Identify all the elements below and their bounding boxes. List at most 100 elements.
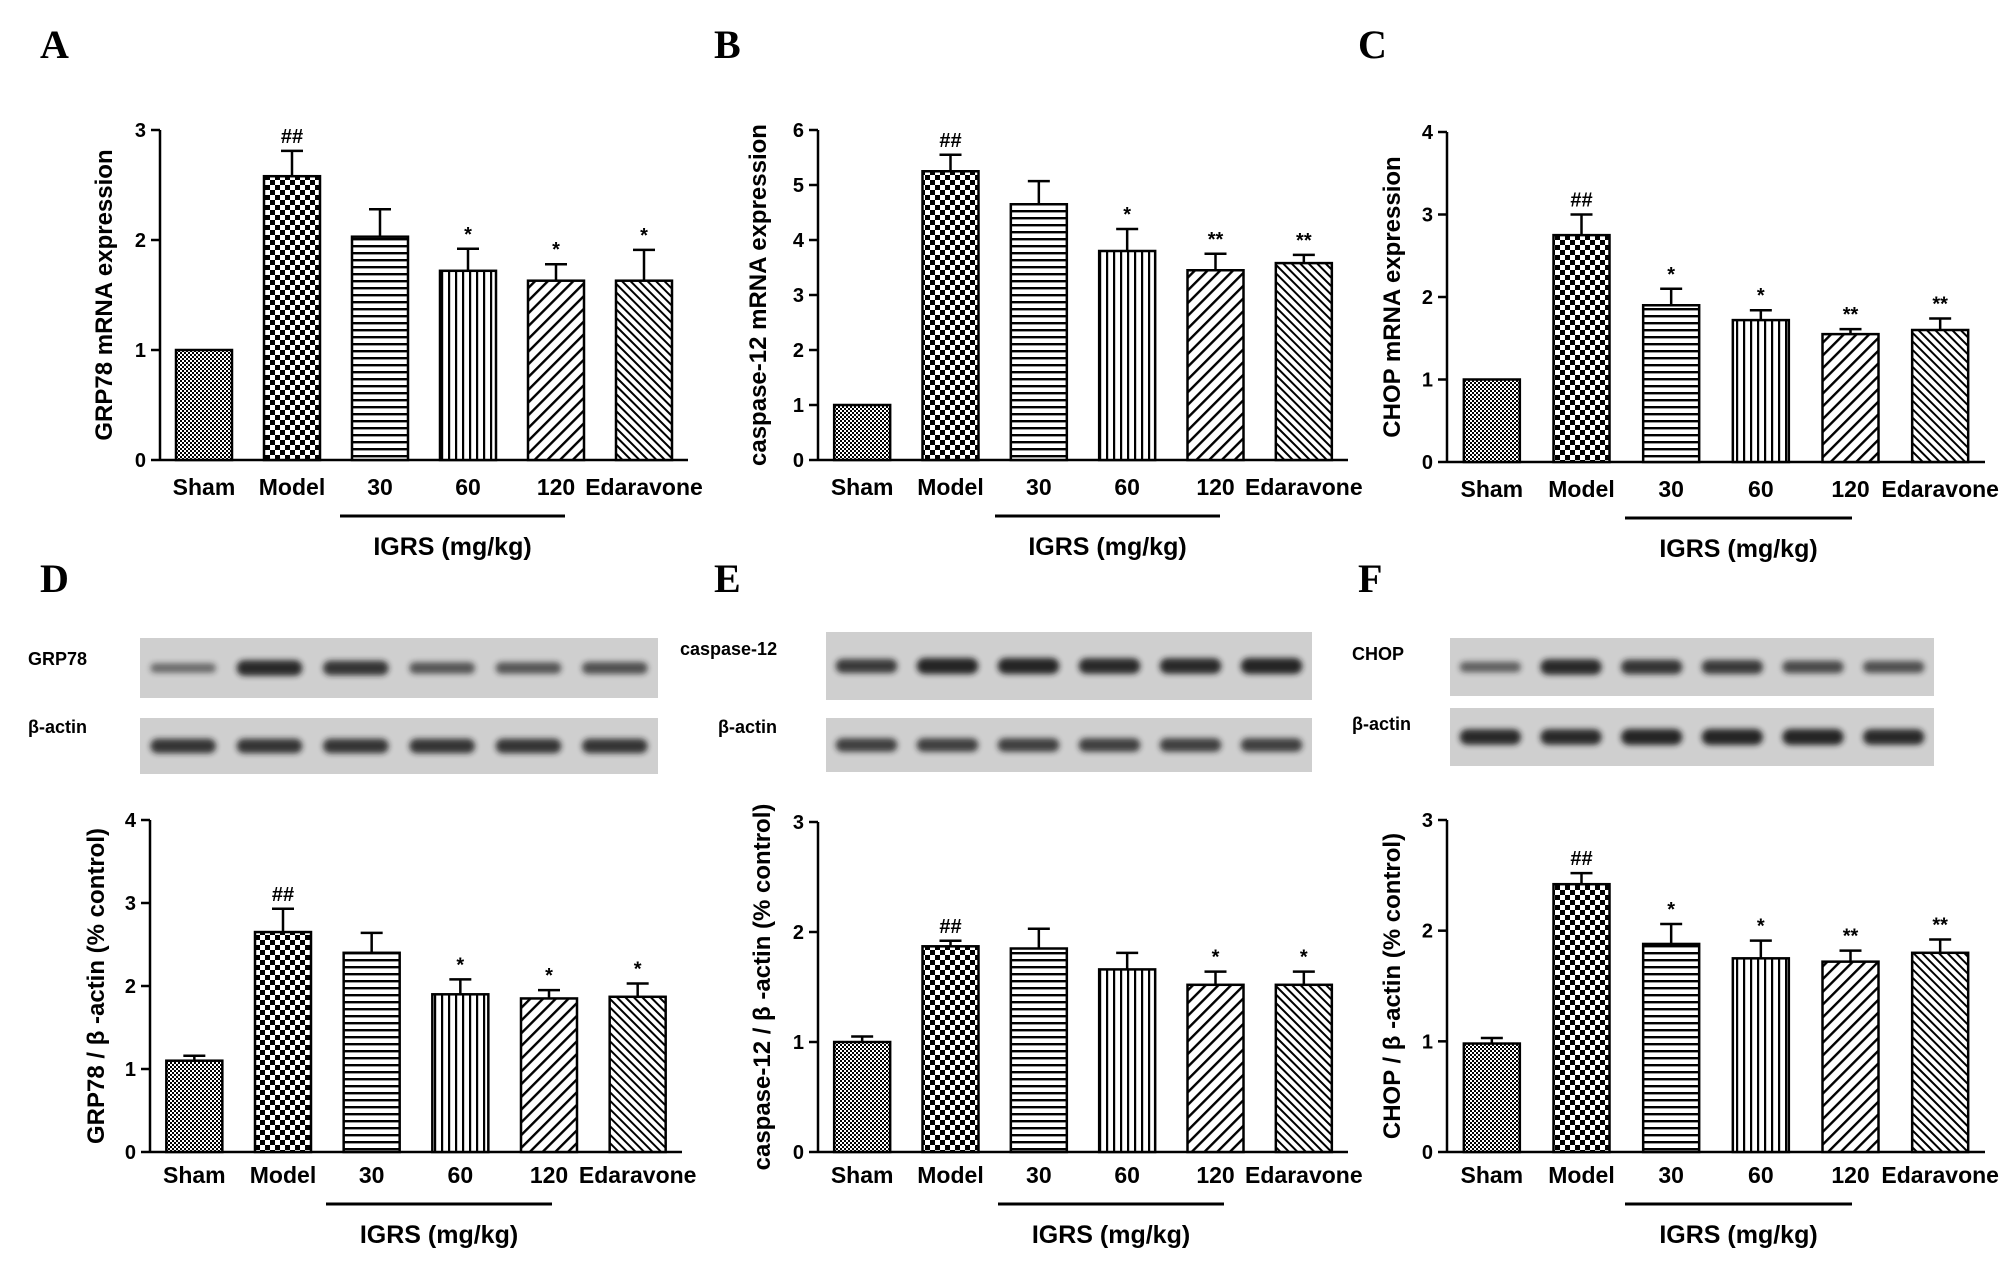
blot-band	[1459, 661, 1521, 673]
category-label: 30	[367, 474, 393, 500]
y-tick-label: 4	[1422, 122, 1434, 144]
significance-label: *	[1123, 204, 1131, 226]
blot-band	[409, 662, 475, 674]
blot-band	[1863, 661, 1925, 673]
significance-label: **	[1843, 926, 1859, 948]
significance-label: ##	[272, 884, 294, 906]
blot-band	[1240, 738, 1303, 752]
category-label: 60	[1748, 476, 1774, 502]
bar-sham	[832, 1040, 892, 1154]
blot-target	[826, 632, 1312, 700]
group-label: IGRS (mg/kg)	[1659, 1221, 1817, 1249]
significance-label: *	[552, 239, 560, 261]
category-label: Edaravone	[1245, 474, 1363, 500]
y-tick-label: 3	[135, 120, 146, 142]
bar-120	[1821, 332, 1880, 464]
bar-120	[526, 279, 586, 462]
blot-band	[916, 738, 979, 752]
category-label: Model	[1548, 476, 1614, 502]
blot-band	[495, 738, 562, 754]
bar-sham	[832, 403, 892, 462]
bar-120	[1821, 960, 1880, 1154]
y-tick-label: 6	[793, 120, 804, 142]
blot-band	[323, 738, 389, 754]
category-label: 30	[1658, 1162, 1684, 1188]
group-label: IGRS (mg/kg)	[1032, 1221, 1190, 1249]
significance-label: *	[1212, 947, 1220, 969]
y-tick-label: 2	[793, 340, 804, 362]
category-label: Sham	[831, 1162, 894, 1188]
bar-60	[1097, 249, 1157, 462]
blot-band	[997, 658, 1060, 674]
y-tick-label: 2	[793, 922, 804, 944]
bar-sham	[1462, 378, 1522, 464]
bar-edaravone	[1274, 983, 1334, 1154]
blot-band	[997, 738, 1060, 752]
significance-label: *	[1667, 264, 1675, 286]
bar-model	[262, 174, 322, 462]
group-label: IGRS (mg/kg)	[373, 533, 531, 561]
panel-letter: F	[1358, 556, 1382, 601]
category-label: Sham	[1461, 1162, 1524, 1188]
y-axis-title: CHOP mRNA expression	[1379, 156, 1406, 437]
blot-actin	[1450, 708, 1934, 766]
bar-edaravone	[614, 279, 674, 462]
blot-band	[495, 662, 562, 674]
bar-model	[1552, 882, 1611, 1154]
category-label: 60	[1114, 474, 1140, 500]
panel-letter: D	[40, 556, 69, 601]
category-label: 120	[1196, 474, 1234, 500]
y-tick-label: 4	[125, 810, 137, 832]
blot-band	[150, 663, 216, 673]
significance-label: **	[1843, 304, 1859, 326]
group-label: IGRS (mg/kg)	[1659, 535, 1817, 563]
y-axis-title: CHOP / β -actin (% control)	[1379, 833, 1406, 1139]
bar-30	[1641, 942, 1701, 1154]
y-tick-label: 2	[1422, 921, 1433, 943]
bar-30	[342, 951, 401, 1154]
blot-label-target: GRP78	[28, 649, 87, 669]
category-label: Edaravone	[1881, 476, 1999, 502]
category-label: Model	[917, 1162, 983, 1188]
category-label: 30	[359, 1162, 385, 1188]
bar-60	[438, 269, 498, 462]
y-axis-title: caspase-12 mRNA expression	[745, 124, 772, 466]
y-tick-label: 1	[125, 1059, 136, 1081]
y-tick-label: 2	[135, 230, 146, 252]
y-tick-label: 3	[1422, 205, 1433, 227]
blot-band	[1078, 738, 1141, 752]
bar-120	[1186, 269, 1245, 462]
y-tick-label: 1	[793, 1032, 804, 1054]
bar-edaravone	[1910, 328, 1970, 464]
y-tick-label: 2	[1422, 287, 1433, 309]
blot-label-actin: β-actin	[1352, 714, 1411, 734]
y-tick-label: 1	[135, 340, 146, 362]
panel-letter: B	[714, 22, 741, 67]
blot-background	[140, 638, 658, 698]
bar-30	[1009, 947, 1069, 1154]
group-label: IGRS (mg/kg)	[360, 1221, 518, 1249]
category-label: 60	[1748, 1162, 1774, 1188]
category-label: Model	[250, 1162, 316, 1188]
blot-band	[1159, 658, 1222, 674]
bar-120	[1186, 983, 1245, 1154]
category-label: 120	[530, 1162, 568, 1188]
blot-band	[236, 738, 303, 754]
blot-band	[1621, 729, 1683, 745]
bar-edaravone	[1910, 951, 1970, 1154]
blot-background	[140, 718, 658, 774]
bar-30	[1009, 203, 1069, 462]
category-label: Edaravone	[579, 1162, 697, 1188]
blot-band	[1701, 660, 1763, 674]
category-label: 120	[1831, 476, 1869, 502]
bar-edaravone	[608, 995, 667, 1154]
y-axis-title: GRP78 mRNA expression	[91, 149, 118, 440]
blot-background	[826, 632, 1312, 700]
blot-label-target: CHOP	[1352, 644, 1404, 664]
blot-band	[409, 738, 475, 754]
bar-60	[431, 993, 490, 1154]
blot-band	[1078, 658, 1141, 674]
bar-60	[1731, 318, 1791, 464]
panel-letter: C	[1358, 22, 1387, 67]
significance-label: **	[1296, 230, 1312, 252]
